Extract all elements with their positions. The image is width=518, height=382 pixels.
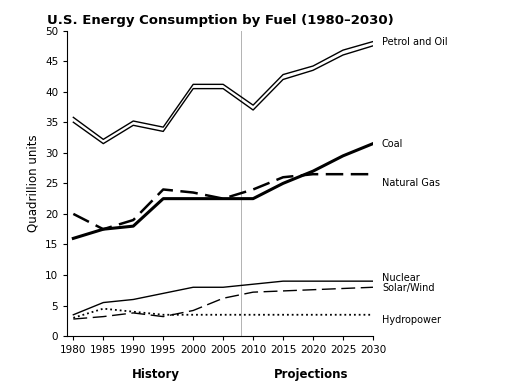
Text: Solar/Wind: Solar/Wind	[382, 283, 435, 293]
Text: Nuclear: Nuclear	[382, 273, 420, 283]
Text: Natural Gas: Natural Gas	[382, 178, 440, 188]
Text: Petrol and Oil: Petrol and Oil	[382, 37, 448, 47]
Text: History: History	[132, 368, 179, 381]
Text: Coal: Coal	[382, 139, 404, 149]
Text: Hydropower: Hydropower	[382, 315, 441, 325]
Text: Projections: Projections	[274, 368, 348, 381]
Title: U.S. Energy Consumption by Fuel (1980–2030): U.S. Energy Consumption by Fuel (1980–20…	[47, 14, 394, 27]
Y-axis label: Quadrillion units: Quadrillion units	[26, 134, 39, 232]
